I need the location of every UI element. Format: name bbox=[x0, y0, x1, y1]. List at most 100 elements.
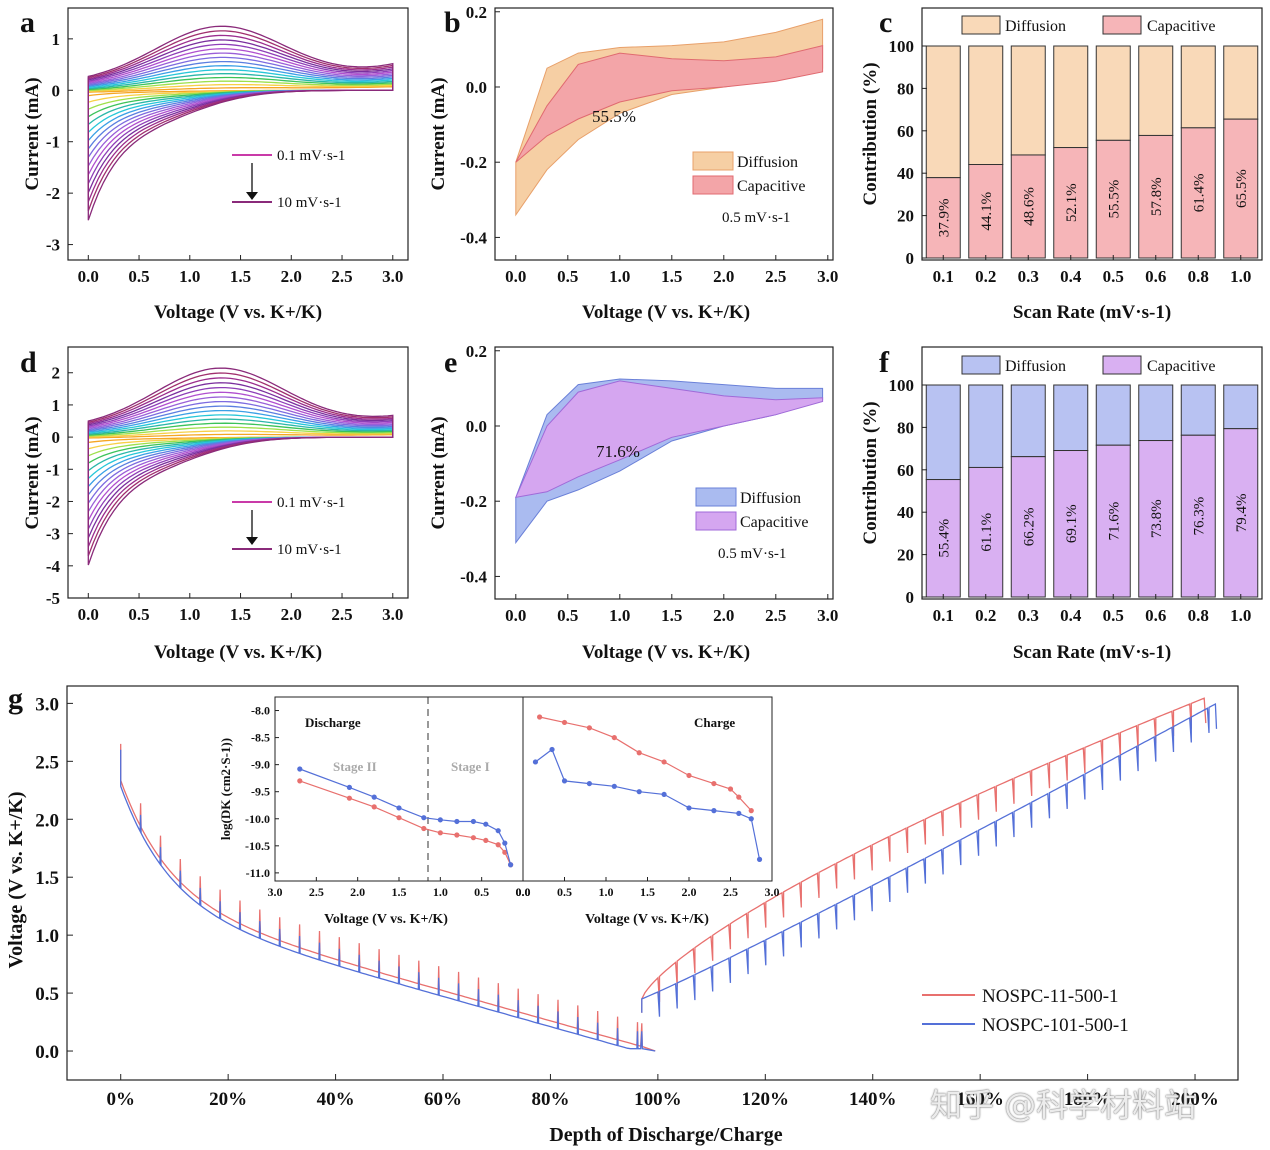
y-tick-label-g-3: 1.5 bbox=[35, 868, 59, 889]
inset-title-charge: Charge bbox=[694, 715, 735, 730]
bar-label-f-0: 55.4% bbox=[936, 519, 952, 558]
y-tick-label-b-2: -0.2 bbox=[460, 153, 487, 172]
x-tick-label-b-2: 1.0 bbox=[609, 267, 630, 286]
x-tick-label-e-0: 0.0 bbox=[505, 606, 526, 625]
x-tick-label-d-4: 2.0 bbox=[281, 605, 302, 624]
y-tick-label-e-2: -0.2 bbox=[460, 492, 487, 511]
panel-letter-f: f bbox=[879, 346, 890, 379]
y-tick-label-a-0: 1 bbox=[52, 30, 61, 49]
panel-letter-b: b bbox=[444, 6, 461, 39]
x-axis-label-b: Voltage (V vs. K+/K) bbox=[582, 302, 750, 323]
x-tick-label-c-0: 0.1 bbox=[933, 267, 954, 286]
x-tick-label-e-6: 3.0 bbox=[817, 606, 838, 625]
bar-diffusion-c-7 bbox=[1223, 45, 1259, 120]
inset-charge-blue-point-11 bbox=[756, 856, 763, 862]
y-tick-label-g-1: 2.5 bbox=[35, 752, 59, 773]
x-tick-label-c-4: 0.5 bbox=[1103, 267, 1124, 286]
inset-data bbox=[297, 714, 763, 868]
x-tick-label-f-4: 0.5 bbox=[1103, 606, 1124, 625]
inset-discharge-blue-point-4 bbox=[421, 815, 427, 821]
inset-charge-red-point-5 bbox=[661, 759, 667, 765]
y-tick-label-f-0: 0 bbox=[906, 588, 915, 607]
x-tick-label-c-6: 0.8 bbox=[1188, 267, 1209, 286]
inset-charge-blue-point-6 bbox=[661, 791, 667, 798]
x-tick-label-f-0: 0.1 bbox=[933, 606, 954, 625]
inset-y-tick-label-1: -8.5 bbox=[251, 731, 270, 745]
x-tick-label-b-6: 3.0 bbox=[817, 267, 838, 286]
inset-diffusivity: -8.0 -8.5 -9.0 -9.5 -10.0 -10.5 -11.0 3.0 2.5 2.0… bbox=[218, 696, 780, 927]
inset-discharge-blue-point-0 bbox=[297, 766, 303, 772]
legend-d: 0.1 mV·s-1 10 mV·s-1 bbox=[232, 495, 345, 558]
plot-frame-g bbox=[66, 685, 1239, 1081]
inset-charge-blue-point-5 bbox=[636, 789, 642, 795]
inset-discharge-red-point-7 bbox=[470, 835, 476, 841]
legend-label-fast-a: 10 mV·s-1 bbox=[277, 195, 342, 211]
inset-y-tick-label-2: -9.0 bbox=[251, 758, 270, 772]
bar-diffusion-c-0 bbox=[925, 45, 961, 179]
y-tick-label-c-0: 0 bbox=[906, 249, 915, 268]
y-axis-label-f: Contribution (%) bbox=[860, 401, 881, 544]
inset-discharge-blue-point-10 bbox=[502, 840, 508, 846]
x-tick-label-c-2: 0.3 bbox=[1018, 267, 1039, 286]
x-tick-label-d-1: 0.5 bbox=[128, 605, 149, 624]
x-tick-label-g-4: 80% bbox=[531, 1089, 569, 1110]
bar-diffusion-c-5 bbox=[1138, 45, 1174, 136]
x-tick-label-g-6: 120% bbox=[742, 1089, 790, 1110]
plot-frame-e bbox=[494, 346, 834, 600]
inset-discharge-red-point-9 bbox=[495, 842, 501, 848]
bar-capacitive-f-5 bbox=[1138, 440, 1174, 598]
inset-discharge-red-point-5 bbox=[437, 830, 443, 836]
scan-rate-b: 0.5 mV·s-1 bbox=[722, 210, 790, 226]
watermark: 知乎 @科学材料站 bbox=[930, 1086, 1197, 1124]
x-tick-label-c-7: 1.0 bbox=[1230, 267, 1251, 286]
bar-label-f-3: 69.1% bbox=[1064, 504, 1080, 543]
bar-capacitive-f-0 bbox=[925, 479, 961, 598]
bars-c: 37.9% 44.1% 48.6% 52.1% 55.5% 57.8% 61.4% 65.5% bbox=[925, 45, 1259, 259]
x-tick-label-a-2: 1.0 bbox=[179, 267, 200, 286]
bar-label-c-7: 65.5% bbox=[1234, 169, 1250, 208]
bar-label-c-6: 61.4% bbox=[1191, 174, 1207, 213]
axes-g: 0% 20% 40% 60% 80% 100% 120% 140% 160% 180% 200% 3.… bbox=[35, 694, 1219, 1110]
x-tick-label-d-0: 0.0 bbox=[78, 605, 99, 624]
axes-f: 0.1 0.2 0.3 0.4 0.5 0.6 0.8 1.0 0 20 40 60 80 100 bbox=[889, 376, 1252, 625]
y-tick-label-g-2: 2.0 bbox=[35, 810, 59, 831]
x-tick-label-b-3: 1.5 bbox=[661, 267, 682, 286]
plot-frame-b bbox=[494, 7, 834, 261]
cv-curves-d bbox=[87, 367, 394, 566]
legend-label-fast-d: 10 mV·s-1 bbox=[277, 542, 342, 558]
y-tick-label-d-1: 1 bbox=[52, 396, 61, 415]
y-tick-label-f-2: 40 bbox=[897, 503, 914, 522]
panel-letter-a: a bbox=[20, 6, 35, 39]
x-tick-label-g-5: 100% bbox=[634, 1089, 682, 1110]
inset-charge-red-point-9 bbox=[736, 794, 742, 800]
x-tick-label-d-6: 3.0 bbox=[382, 605, 403, 624]
inset-discharge-blue-point-1 bbox=[346, 784, 352, 790]
legend-swatch-diffusion-e bbox=[695, 487, 737, 507]
inset-ylabel: log(DK (cm2·S-1)) bbox=[218, 738, 233, 840]
x-tick-label-f-5: 0.6 bbox=[1145, 606, 1166, 625]
x-tick-label-b-0: 0.0 bbox=[505, 267, 526, 286]
bar-capacitive-c-0 bbox=[925, 177, 961, 259]
legend-label-diffusion-b: Diffusion bbox=[737, 154, 798, 171]
y-tick-label-d-7: -5 bbox=[46, 589, 60, 608]
x-tick-label-b-4: 2.0 bbox=[713, 267, 734, 286]
bar-capacitive-c-6 bbox=[1180, 127, 1216, 259]
panel-a: a 0.0 0.5 1.0 1.5 2.0 2.5 3.0 1 0 -1 -2 -3 0.1 mV·s… bbox=[20, 6, 409, 323]
inset-discharge-blue-point-9 bbox=[495, 828, 501, 834]
y-tick-label-c-1: 20 bbox=[897, 207, 914, 226]
y-tick-label-b-0: 0.2 bbox=[466, 3, 487, 22]
inset-right-x-tick-label-3: 1.5 bbox=[640, 885, 655, 899]
inset-y-tick-label-5: -10.5 bbox=[245, 839, 270, 853]
inset-discharge-red-point-2 bbox=[371, 804, 377, 810]
panel-g: g 0% 20% 40% 60% 80% 100% 120% 140% 160% 180% 200%… bbox=[5, 682, 1239, 1146]
y-tick-label-f-1: 20 bbox=[897, 546, 914, 565]
legend-swatch-diffusion-b bbox=[692, 151, 734, 171]
inset-left-x-tick-label-2: 2.0 bbox=[350, 885, 365, 899]
panel-letter-e: e bbox=[444, 346, 457, 379]
inset-left-x-tick-label-3: 1.5 bbox=[392, 885, 407, 899]
bar-capacitive-c-3 bbox=[1053, 147, 1089, 259]
x-tick-label-b-1: 0.5 bbox=[557, 267, 578, 286]
inset-charge-blue-point-9 bbox=[736, 810, 742, 816]
bar-capacitive-c-7 bbox=[1223, 118, 1259, 259]
